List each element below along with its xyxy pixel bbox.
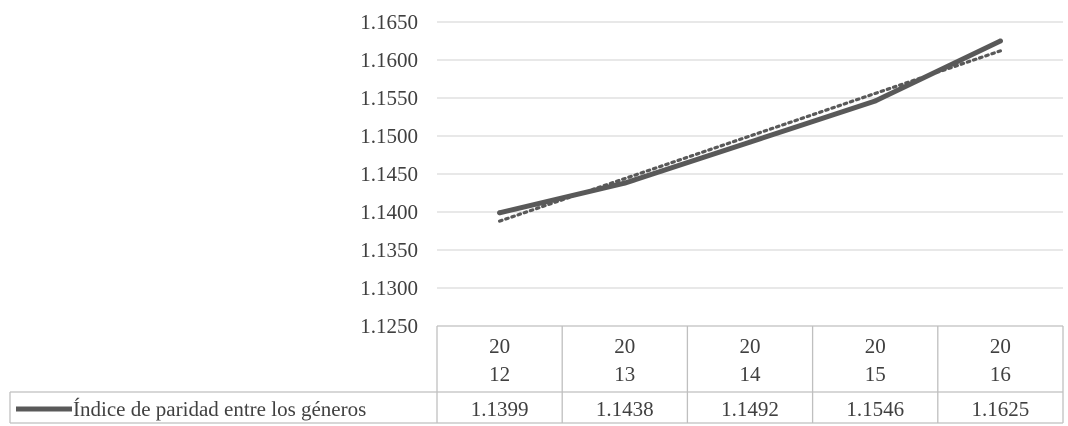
data-point: [622, 180, 628, 186]
data-point: [497, 210, 503, 216]
y-tick-label: 1.1600: [360, 48, 418, 72]
y-tick-label: 1.1550: [360, 86, 418, 110]
data-point: [997, 38, 1003, 44]
series-name: Índice de paridad entre los géneros: [73, 397, 366, 421]
y-tick-label: 1.1250: [360, 314, 418, 338]
x-tick-label: 12: [489, 362, 510, 386]
data-table-value: 1.1438: [596, 397, 654, 421]
series-lines: [497, 38, 1003, 216]
x-tick-label: 13: [614, 362, 635, 386]
series-line: [497, 38, 1003, 216]
x-tick-label: 20: [740, 334, 761, 358]
data-table-value: 1.1492: [721, 397, 779, 421]
gridlines: [437, 21, 1063, 289]
data-table: 20 12 20 13 20 14 20 15 20 16 Índice de paridad en…: [9, 325, 1064, 424]
y-tick-label: 1.1400: [360, 200, 418, 224]
data-point: [872, 98, 878, 104]
x-tick-label: 20: [865, 334, 886, 358]
x-tick-label: 20: [614, 334, 635, 358]
data-point: [747, 139, 753, 145]
x-tick-label: 15: [865, 362, 886, 386]
y-tick-label: 1.1450: [360, 162, 418, 186]
x-tick-label: 16: [990, 362, 1011, 386]
x-tick-label: 20: [489, 334, 510, 358]
x-tick-label: 20: [990, 334, 1011, 358]
data-table-value: 1.1546: [846, 397, 904, 421]
y-tick-label: 1.1350: [360, 238, 418, 262]
y-tick-label: 1.1500: [360, 124, 418, 148]
y-axis-ticks: 1.1250 1.1300 1.1350 1.1400 1.1450 1.1500 1.15…: [360, 10, 418, 338]
data-table-value: 1.1399: [471, 397, 529, 421]
x-tick-label: 14: [740, 362, 762, 386]
y-tick-label: 1.1300: [360, 276, 418, 300]
y-tick-label: 1.1650: [360, 10, 418, 34]
data-table-value: 1.1625: [972, 397, 1030, 421]
